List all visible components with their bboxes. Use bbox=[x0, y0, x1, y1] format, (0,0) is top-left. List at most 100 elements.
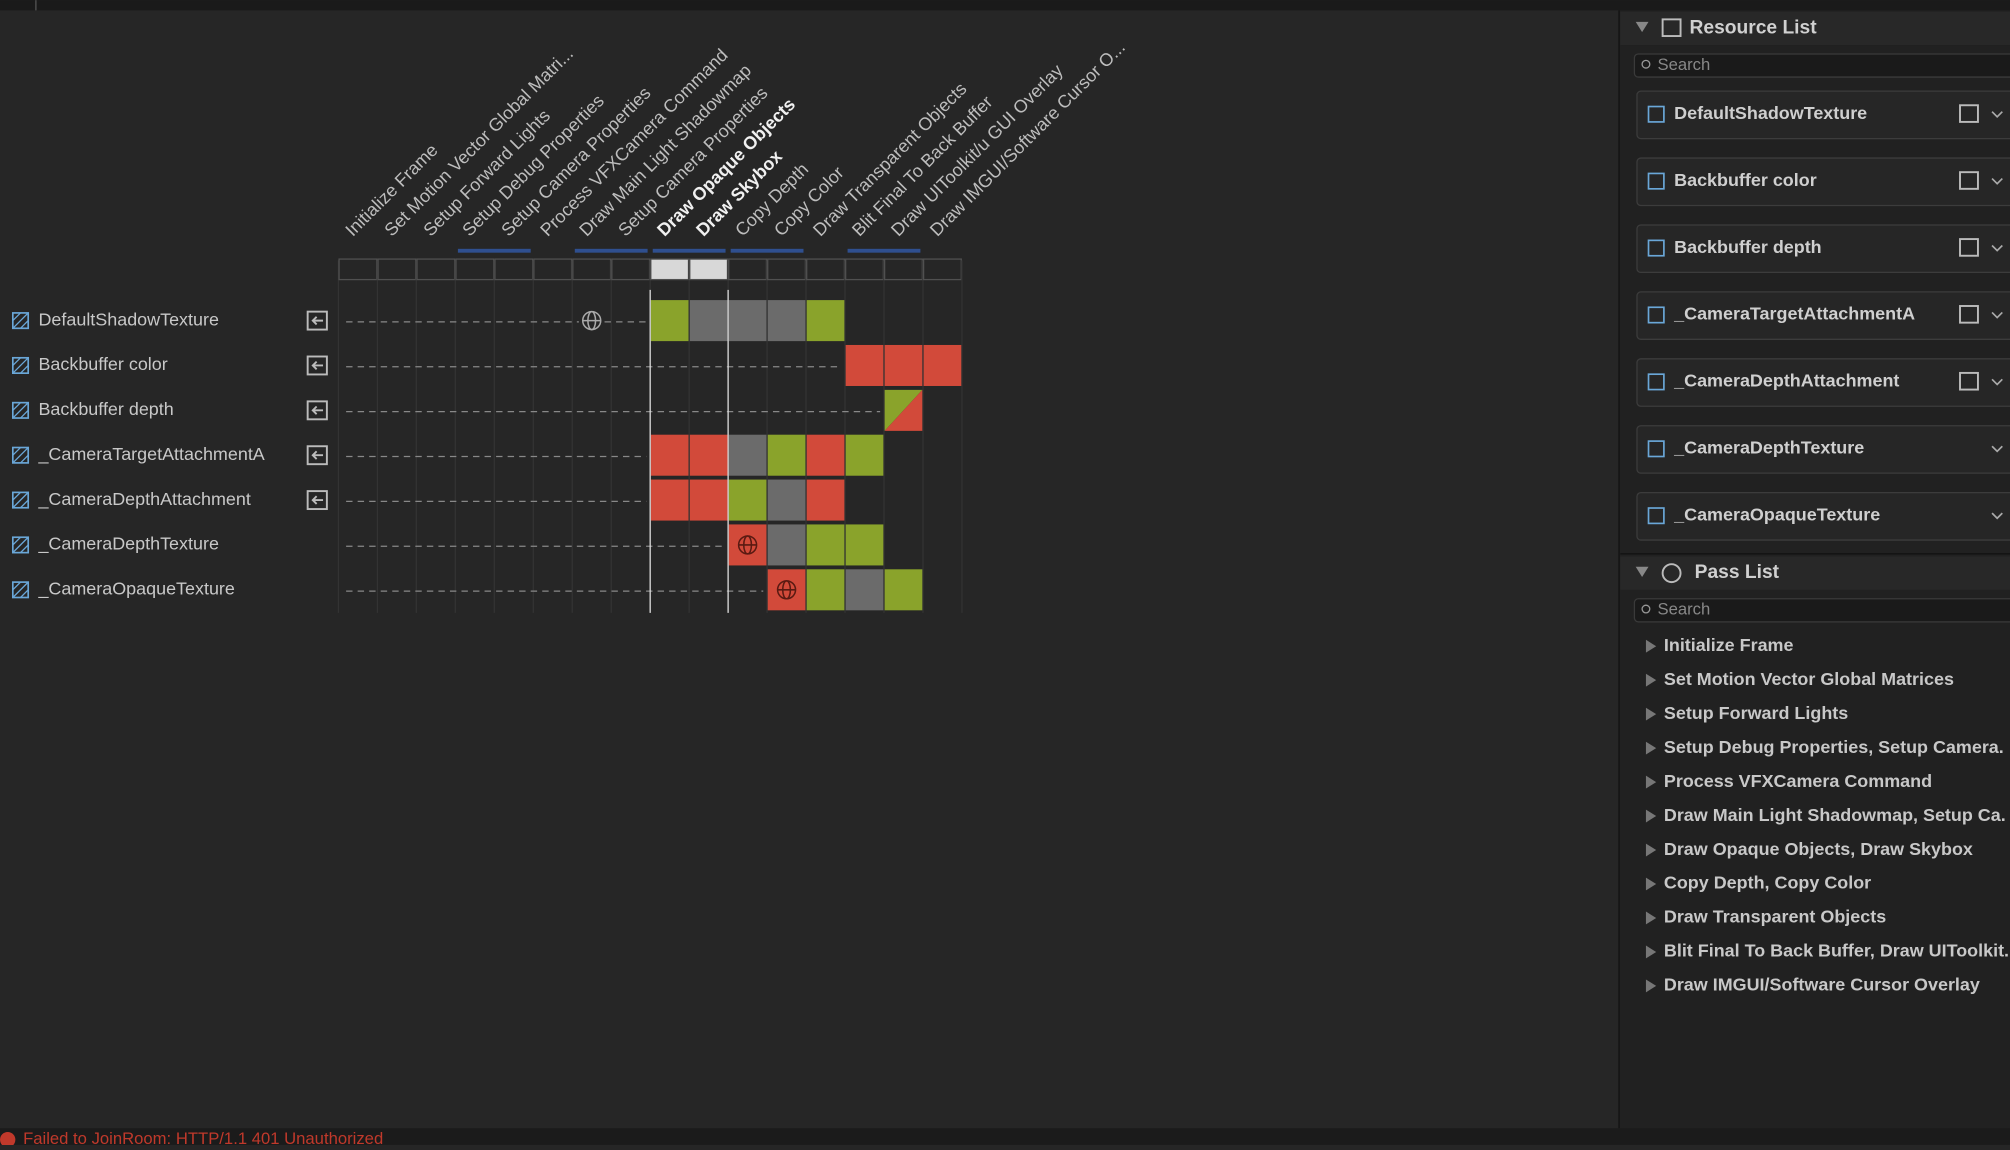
import-icon[interactable] bbox=[306, 400, 328, 421]
resource-name[interactable]: Backbuffer depth bbox=[38, 399, 173, 419]
access-cell[interactable] bbox=[884, 389, 923, 431]
pass-header-cell[interactable] bbox=[377, 258, 417, 281]
resource-item[interactable] bbox=[1636, 291, 2010, 340]
resource-item-name[interactable]: Backbuffer color bbox=[1674, 170, 1817, 190]
access-cell[interactable] bbox=[884, 344, 923, 386]
import-icon[interactable] bbox=[306, 355, 328, 376]
access-cell[interactable] bbox=[806, 300, 845, 342]
access-cell[interactable] bbox=[806, 479, 845, 521]
access-cell[interactable] bbox=[806, 434, 845, 476]
access-cell[interactable] bbox=[728, 300, 767, 342]
access-cell[interactable] bbox=[767, 524, 806, 566]
pass-header-cell[interactable] bbox=[338, 258, 378, 281]
access-cell[interactable] bbox=[650, 434, 689, 476]
pass-header-cell[interactable] bbox=[845, 258, 884, 281]
resource-item-name[interactable]: _CameraDepthTexture bbox=[1673, 438, 1864, 458]
resource-item[interactable] bbox=[1636, 358, 2010, 407]
pass-header-cell[interactable] bbox=[767, 258, 807, 281]
access-cell[interactable] bbox=[689, 479, 728, 521]
foldout-arrow[interactable] bbox=[1645, 673, 1657, 687]
pass-header-cell[interactable] bbox=[611, 258, 651, 281]
pass-item[interactable]: Draw Transparent Objects bbox=[1664, 907, 1886, 927]
foldout-arrow[interactable] bbox=[1645, 911, 1657, 925]
foldout-arrow[interactable] bbox=[1645, 843, 1657, 857]
foldout-arrow[interactable] bbox=[1645, 945, 1657, 959]
pass-item[interactable]: Draw IMGUI/Software Cursor Overlay bbox=[1664, 975, 1980, 995]
foldout-arrow[interactable] bbox=[1645, 775, 1657, 789]
resource-name[interactable]: DefaultShadowTexture bbox=[38, 309, 219, 329]
expand-chevron[interactable] bbox=[1991, 512, 2003, 520]
access-cell[interactable] bbox=[806, 569, 845, 611]
foldout-arrow[interactable] bbox=[1645, 877, 1657, 891]
search-field[interactable] bbox=[1633, 53, 2010, 78]
resource-item-name[interactable]: _CameraOpaqueTexture bbox=[1673, 504, 1880, 524]
access-cell[interactable] bbox=[728, 434, 767, 476]
access-cell[interactable] bbox=[845, 569, 884, 611]
resource-name[interactable]: _CameraTargetAttachmentA bbox=[37, 444, 264, 465]
pass-item[interactable]: Setup Debug Properties, Setup Camera. bbox=[1664, 737, 2004, 757]
access-cell[interactable] bbox=[806, 524, 845, 566]
pass-header-cell[interactable] bbox=[883, 258, 923, 281]
expand-chevron[interactable] bbox=[1991, 378, 2003, 386]
access-cell[interactable] bbox=[767, 434, 806, 476]
resource-name[interactable]: _CameraOpaqueTexture bbox=[37, 579, 234, 600]
search-field[interactable] bbox=[1633, 598, 2010, 623]
access-cell[interactable] bbox=[767, 300, 806, 342]
pass-header-cell[interactable] bbox=[533, 258, 573, 281]
import-icon[interactable] bbox=[306, 310, 328, 331]
pass-header-cell[interactable] bbox=[572, 258, 612, 281]
access-cell[interactable] bbox=[845, 344, 884, 386]
pass-panel-header[interactable] bbox=[1620, 556, 2010, 590]
access-cell[interactable] bbox=[845, 434, 884, 476]
pass-item[interactable]: Blit Final To Back Buffer, Draw UIToolki… bbox=[1664, 941, 2009, 961]
access-cell[interactable] bbox=[728, 479, 767, 521]
resource-name[interactable]: _CameraDepthAttachment bbox=[37, 489, 250, 510]
foldout-arrow[interactable] bbox=[1645, 707, 1657, 721]
import-icon[interactable] bbox=[306, 445, 328, 466]
access-cell[interactable] bbox=[845, 524, 884, 566]
resource-item[interactable] bbox=[1636, 224, 2010, 274]
resource-name[interactable]: Backbuffer color bbox=[38, 354, 167, 374]
access-cell[interactable] bbox=[689, 434, 728, 476]
resource-item[interactable] bbox=[1636, 90, 2010, 140]
resource-item-name[interactable]: DefaultShadowTexture bbox=[1674, 103, 1867, 123]
import-icon[interactable] bbox=[306, 490, 328, 511]
pass-item[interactable]: Draw Opaque Objects, Draw Skybox bbox=[1664, 839, 1973, 859]
foldout-arrow[interactable] bbox=[1645, 639, 1657, 653]
foldout-arrow[interactable] bbox=[1645, 809, 1657, 823]
pass-header-cell[interactable] bbox=[922, 258, 962, 281]
resource-name[interactable]: _CameraDepthTexture bbox=[37, 534, 218, 555]
expand-chevron[interactable] bbox=[1991, 111, 2003, 118]
resource-panel-header[interactable] bbox=[1620, 11, 2010, 46]
pass-header-cell[interactable] bbox=[689, 258, 729, 281]
pass-item[interactable]: Set Motion Vector Global Matrices bbox=[1664, 669, 1954, 689]
resource-item[interactable] bbox=[1636, 157, 2010, 207]
foldout-arrow[interactable] bbox=[1635, 566, 1649, 577]
pass-item[interactable]: Setup Forward Lights bbox=[1664, 703, 1848, 723]
resource-item[interactable] bbox=[1636, 491, 2010, 541]
expand-chevron[interactable] bbox=[1991, 311, 2003, 319]
pass-header-cell[interactable] bbox=[728, 258, 768, 281]
expand-chevron[interactable] bbox=[1991, 177, 2003, 185]
resource-item-name[interactable]: Backbuffer depth bbox=[1674, 237, 1822, 257]
resource-item-name[interactable]: _CameraTargetAttachmentA bbox=[1673, 304, 1915, 324]
expand-chevron[interactable] bbox=[1991, 244, 2003, 252]
access-cell[interactable] bbox=[650, 300, 689, 342]
pass-item[interactable]: Draw Main Light Shadowmap, Setup Ca. bbox=[1664, 805, 2006, 825]
pass-item[interactable]: Copy Depth, Copy Color bbox=[1664, 873, 1871, 893]
pass-header-cell[interactable] bbox=[416, 258, 456, 281]
access-cell[interactable] bbox=[689, 300, 728, 342]
pass-header-cell[interactable] bbox=[806, 258, 846, 281]
pass-header-cell[interactable] bbox=[494, 258, 534, 281]
access-cell[interactable] bbox=[923, 344, 962, 386]
resource-item-name[interactable]: _CameraDepthAttachment bbox=[1673, 371, 1899, 391]
resource-item[interactable] bbox=[1636, 425, 2010, 474]
access-cell[interactable] bbox=[884, 569, 923, 611]
access-cell[interactable] bbox=[650, 479, 689, 521]
foldout-arrow[interactable] bbox=[1645, 741, 1657, 755]
expand-chevron[interactable] bbox=[1991, 445, 2003, 453]
pass-item[interactable]: Process VFXCamera Command bbox=[1664, 771, 1932, 791]
pass-item[interactable]: Initialize Frame bbox=[1664, 635, 1794, 655]
pass-header-cell[interactable] bbox=[650, 258, 690, 281]
foldout-arrow[interactable] bbox=[1635, 21, 1649, 33]
